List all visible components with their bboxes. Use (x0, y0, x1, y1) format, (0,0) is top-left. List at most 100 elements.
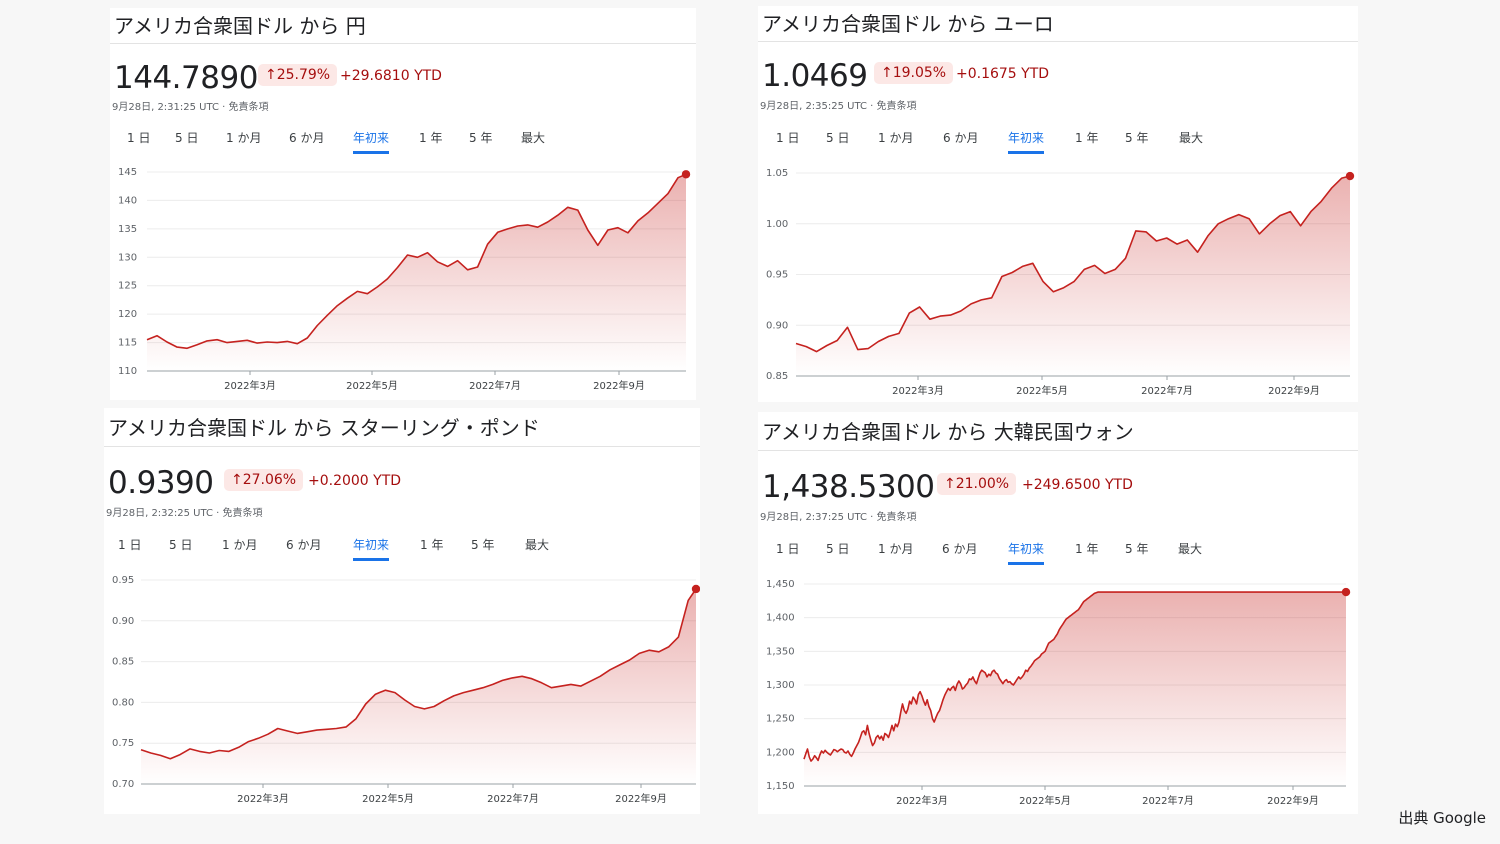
tab-1m[interactable]: 1 か月 (878, 131, 914, 145)
panel-usd-gbp: アメリカ合衆国ドル から スターリング・ポンド 0.9390 ↑27.06% +… (104, 408, 700, 814)
x-tick-label: 2022年7月 (487, 792, 539, 805)
last-point-marker (691, 584, 700, 594)
y-tick-label: 1,200 (766, 747, 795, 758)
change-ytd: +29.6810 YTD (340, 68, 442, 84)
current-rate: 0.9390 (108, 465, 214, 501)
y-tick-label: 145 (118, 167, 137, 178)
rate-chart: 0.85 0.90 0.95 1.00 1.05 2022年3月 2022年5月 2022年7… (766, 168, 1355, 397)
y-tick-label: 1,450 (766, 579, 795, 590)
y-tick-label: 135 (118, 224, 137, 235)
tab-max[interactable]: 最大 (1179, 131, 1204, 145)
tab-5y[interactable]: 5 年 (469, 131, 493, 145)
tab-max[interactable]: 最大 (521, 131, 546, 145)
series-line (140, 588, 697, 760)
tab-max[interactable]: 最大 (1178, 542, 1203, 556)
change-percent-badge: ↑21.00% (937, 473, 1017, 495)
rate-chart: 110 115 120 125 130 135 140 145 2022年3月 2022年5月 20… (118, 167, 691, 392)
y-tick-label: 120 (118, 309, 137, 320)
x-tick-label: 2022年7月 (469, 379, 521, 392)
y-tick-label: 1.00 (766, 219, 788, 230)
tab-1y[interactable]: 1 年 (420, 538, 444, 552)
tab-max[interactable]: 最大 (525, 538, 550, 552)
y-tick-label: 1,150 (766, 781, 795, 792)
y-tick-label: 0.85 (766, 371, 788, 382)
panel-title: アメリカ合衆国ドル から スターリング・ポンド (108, 416, 540, 440)
y-tick-label: 0.95 (766, 270, 788, 281)
tab-1y[interactable]: 1 年 (1075, 131, 1099, 145)
tab-6m[interactable]: 6 か月 (942, 542, 978, 556)
y-tick-label: 1,400 (766, 613, 795, 624)
tab-ytd[interactable]: 年初来 (1008, 540, 1045, 565)
timestamp: 9月28日, 2:35:25 UTC · 免責条項 (760, 101, 917, 112)
tab-5d[interactable]: 5 日 (826, 131, 850, 145)
y-tick-label: 0.70 (112, 779, 134, 790)
timestamp: 9月28日, 2:37:25 UTC · 免責条項 (760, 512, 917, 523)
series-area (796, 176, 1350, 376)
current-rate: 1,438.5300 (762, 469, 935, 505)
tab-5y[interactable]: 5 年 (471, 538, 495, 552)
y-tick-label: 1,300 (766, 680, 795, 691)
tab-1d[interactable]: 1 日 (118, 538, 142, 552)
tab-1m[interactable]: 1 か月 (878, 542, 914, 556)
tab-5d[interactable]: 5 日 (826, 542, 850, 556)
panel-title: アメリカ合衆国ドル から ユーロ (762, 12, 1054, 36)
change-percent-badge: ↑19.05% (874, 62, 954, 84)
x-tick-label: 2022年5月 (362, 792, 414, 805)
title-divider (758, 41, 1358, 42)
panel-usd-jpy: アメリカ合衆国ドル から 円 144.7890 ↑25.79% +29.6810… (110, 8, 696, 400)
y-tick-label: 0.85 (112, 657, 134, 668)
tab-ytd[interactable]: 年初来 (353, 129, 390, 154)
tab-1d[interactable]: 1 日 (776, 542, 800, 556)
change-percent-badge: ↑25.79% (258, 64, 338, 86)
title-divider (758, 450, 1358, 451)
y-tick-label: 110 (118, 366, 137, 377)
change-ytd: +0.2000 YTD (308, 473, 402, 489)
tab-ytd[interactable]: 年初来 (1008, 129, 1045, 154)
x-tick-label: 2022年3月 (896, 794, 948, 807)
x-tick-label: 2022年7月 (1141, 384, 1193, 397)
y-tick-label: 115 (118, 338, 137, 349)
x-tick-label: 2022年9月 (1267, 794, 1319, 807)
y-tick-label: 1.05 (766, 168, 788, 179)
series-area (804, 592, 1346, 786)
tab-1d[interactable]: 1 日 (776, 131, 800, 145)
tab-1m[interactable]: 1 か月 (226, 131, 262, 145)
series-line (795, 175, 1351, 353)
x-tick-label: 2022年3月 (892, 384, 944, 397)
series-area (147, 174, 686, 371)
x-tick-label: 2022年5月 (1016, 384, 1068, 397)
tab-6m[interactable]: 6 か月 (289, 131, 325, 145)
tab-5d[interactable]: 5 日 (175, 131, 199, 145)
tab-6m[interactable]: 6 か月 (943, 131, 979, 145)
tab-ytd[interactable]: 年初来 (353, 536, 390, 561)
series-line (803, 591, 1346, 762)
source-credit: 出典 Google (1398, 809, 1486, 827)
panel-title: アメリカ合衆国ドル から 円 (114, 14, 366, 38)
change-percent-badge: ↑27.06% (224, 469, 304, 491)
tab-1y[interactable]: 1 年 (419, 131, 443, 145)
tab-5d[interactable]: 5 日 (169, 538, 193, 552)
tab-5y[interactable]: 5 年 (1125, 131, 1149, 145)
y-tick-label: 0.90 (112, 616, 134, 627)
x-tick-label: 2022年3月 (224, 379, 276, 392)
y-tick-label: 0.90 (766, 320, 788, 331)
tab-1m[interactable]: 1 か月 (222, 538, 258, 552)
last-point-marker (681, 170, 691, 179)
tab-5y[interactable]: 5 年 (1125, 542, 1149, 556)
title-divider (110, 43, 696, 44)
panel-title: アメリカ合衆国ドル から 大韓民国ウォン (762, 420, 1134, 444)
tab-1y[interactable]: 1 年 (1075, 542, 1099, 556)
timestamp: 9月28日, 2:32:25 UTC · 免責条項 (106, 508, 263, 519)
rate-chart: 1,150 1,200 1,250 1,300 1,350 1,400 1,450 2022年… (766, 579, 1351, 807)
x-tick-label: 2022年9月 (1268, 384, 1320, 397)
x-tick-label: 2022年3月 (237, 792, 289, 805)
change-ytd: +0.1675 YTD (956, 66, 1050, 82)
series-area (141, 589, 696, 784)
y-tick-label: 140 (118, 195, 137, 206)
tab-1d[interactable]: 1 日 (127, 131, 151, 145)
last-point-marker (1341, 587, 1351, 597)
tab-6m[interactable]: 6 か月 (286, 538, 322, 552)
x-tick-label: 2022年5月 (346, 379, 398, 392)
title-divider (104, 446, 700, 447)
y-tick-label: 0.95 (112, 575, 134, 586)
